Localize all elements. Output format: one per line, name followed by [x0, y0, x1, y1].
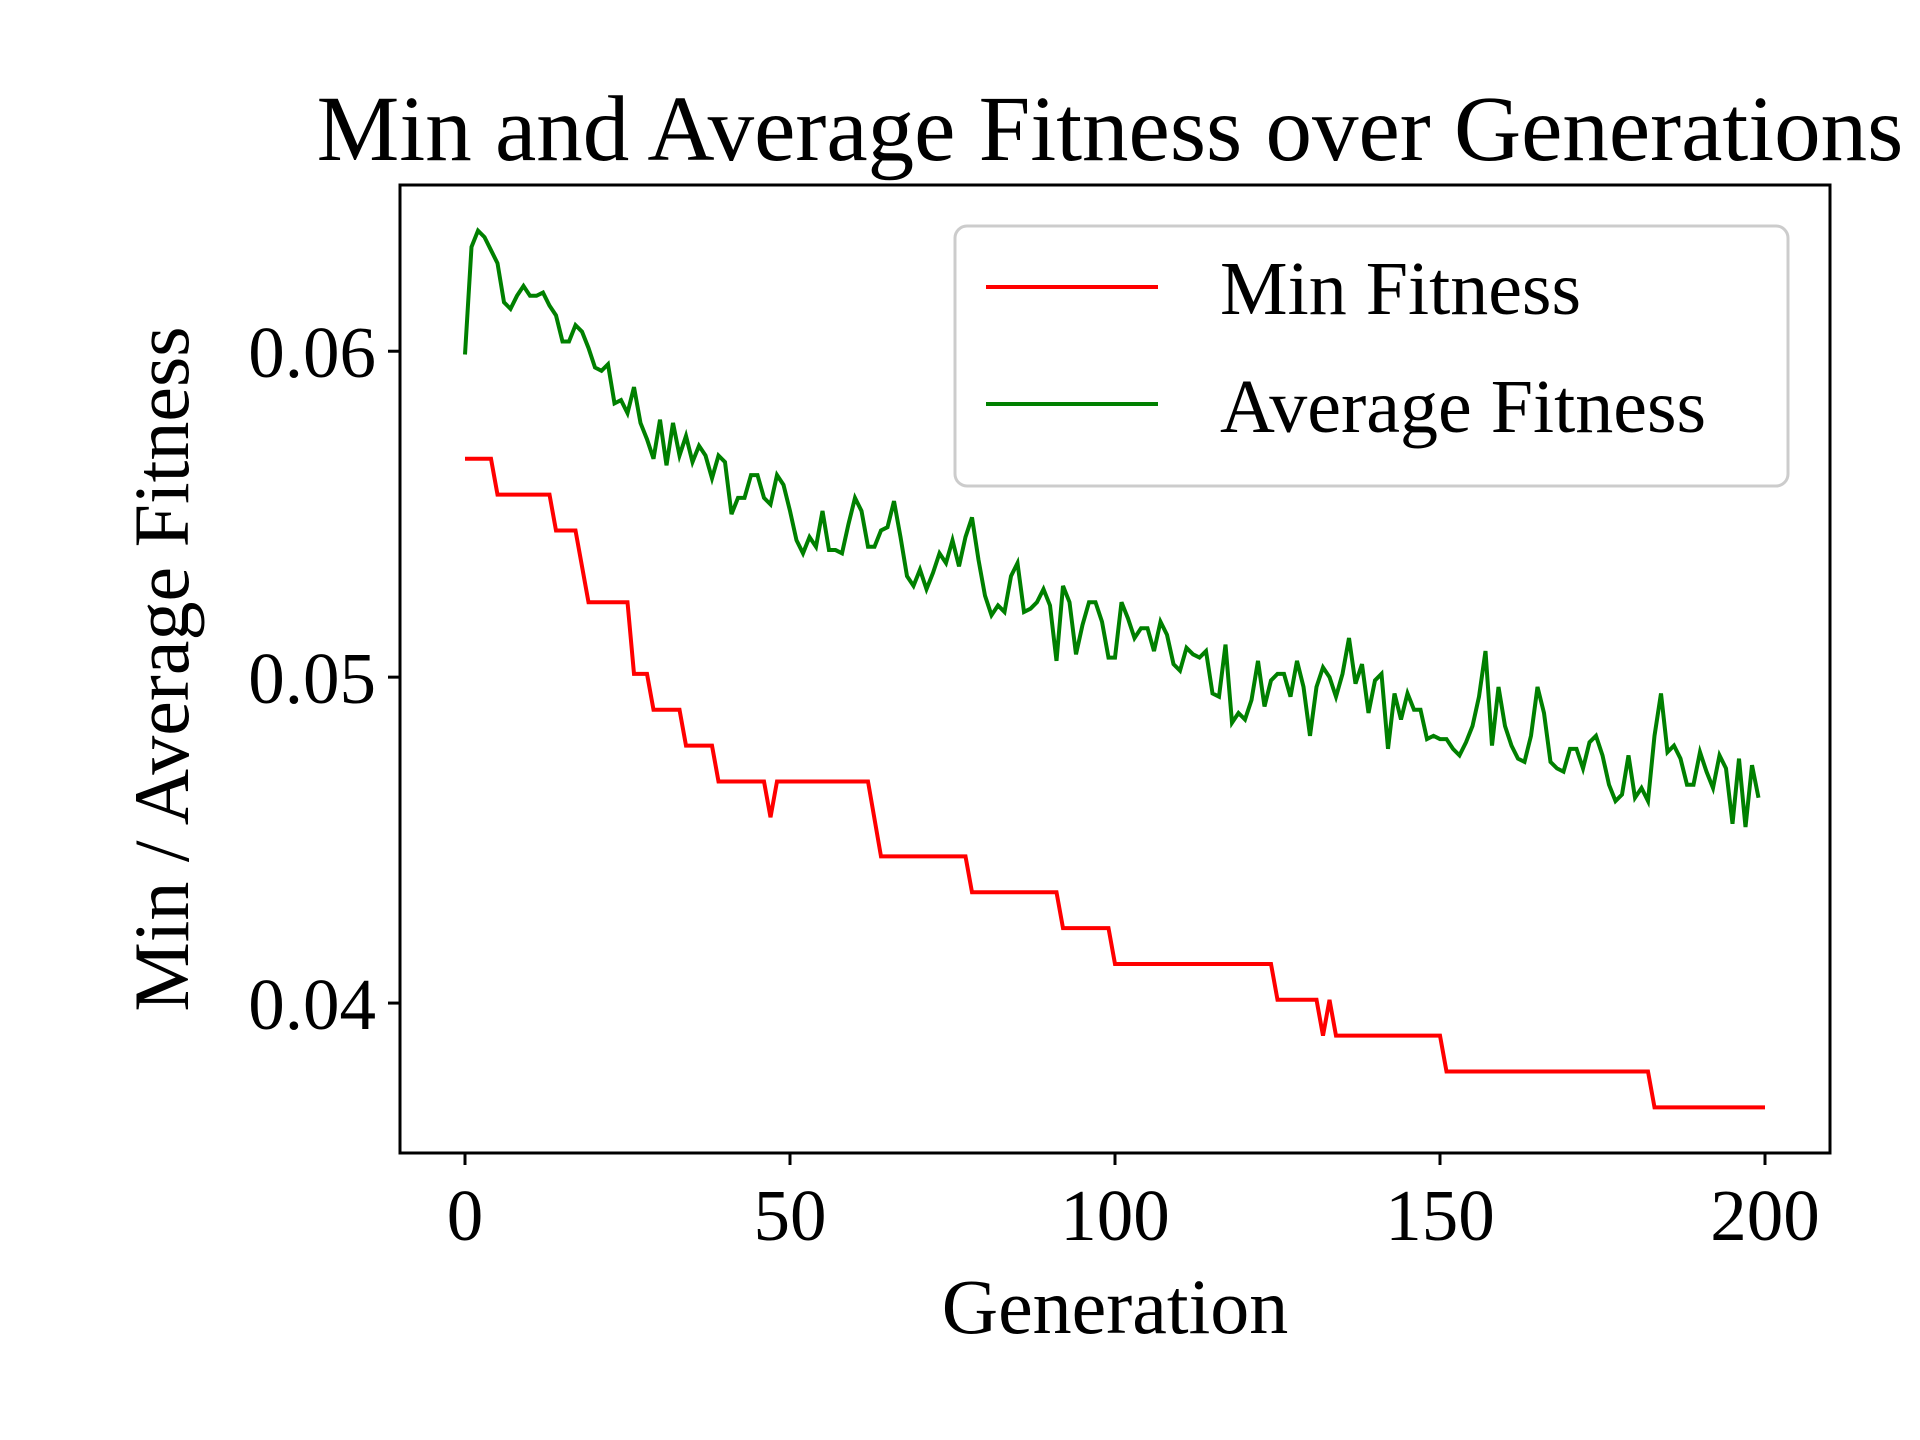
y-tick-label: 0.04	[248, 964, 376, 1045]
y-axis: 0.04 0.05 0.06	[248, 312, 400, 1045]
x-tick-label: 0	[447, 1175, 484, 1256]
x-axis: 0 50 100 150 200	[447, 1153, 1820, 1256]
x-axis-label: Generation	[942, 1263, 1289, 1350]
series-line-min-fitness	[465, 456, 1765, 1110]
y-tick-label: 0.05	[248, 638, 376, 719]
x-tick-label: 150	[1385, 1175, 1495, 1256]
legend-label-min-fitness: Min Fitness	[1220, 247, 1581, 331]
legend: Min Fitness Average Fitness	[953, 224, 1790, 488]
series-line-average-fitness	[463, 227, 1761, 828]
x-tick-label: 200	[1710, 1175, 1820, 1256]
legend-label-average-fitness: Average Fitness	[1220, 365, 1706, 449]
x-tick-label: 50	[754, 1175, 827, 1256]
plot-area	[463, 227, 1765, 1110]
y-tick-label: 0.06	[248, 312, 376, 393]
series-layer	[463, 227, 1765, 1110]
chart-title: Min and Average Fitness over Generations	[317, 78, 1904, 181]
x-tick-label: 100	[1060, 1175, 1170, 1256]
y-axis-label: Min / Average Fitness	[118, 326, 205, 1011]
legend-box	[953, 224, 1790, 488]
